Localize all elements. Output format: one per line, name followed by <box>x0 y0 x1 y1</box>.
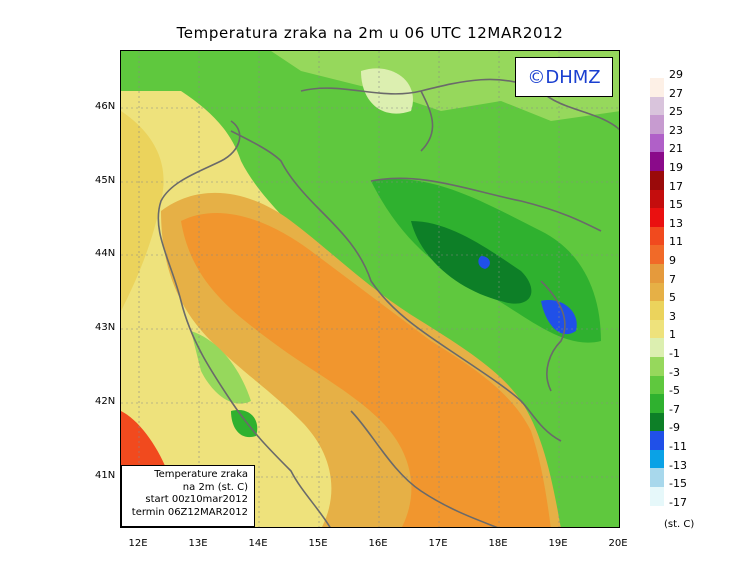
map-title: Temperatura zraka na 2m u 06 UTC 12MAR20… <box>176 24 564 42</box>
legend-swatch <box>650 468 664 488</box>
legend-label: 13 <box>669 216 683 230</box>
lat-label-44n: 44N <box>95 248 116 259</box>
legend-label: 17 <box>669 179 683 193</box>
legend-label: 5 <box>669 291 676 305</box>
legend-swatch <box>650 226 664 246</box>
legend-swatch <box>650 487 664 506</box>
legend-swatch <box>650 356 664 376</box>
legend-swatch <box>650 412 664 432</box>
info-line-1: Temperature zraka <box>154 469 248 480</box>
lon-label-13e: 13E <box>188 538 208 549</box>
legend-swatch <box>650 263 664 283</box>
lat-label-45n: 45N <box>95 175 116 186</box>
lon-label-16e: 16E <box>368 538 388 549</box>
legend-swatch <box>650 301 664 320</box>
legend-swatch <box>650 338 664 357</box>
info-line-4: termin 06Z12MAR2012 <box>131 506 248 518</box>
legend-label: 29 <box>669 68 683 81</box>
legend-swatch <box>650 282 664 302</box>
legend-swatch <box>650 189 664 209</box>
legend-swatch <box>650 245 664 264</box>
lon-label-20e: 20E <box>608 538 628 549</box>
info-line-2: na 2m (st. C) <box>182 481 248 493</box>
lon-label-19e: 19E <box>548 538 568 549</box>
temperature-map: ©DHMZ Temperature zraka na 2m (st. C) st… <box>120 50 620 528</box>
legend-swatch <box>650 394 664 413</box>
legend-label: 11 <box>669 235 683 249</box>
copyright-badge: ©DHMZ <box>515 57 613 97</box>
legend-label: 25 <box>669 105 683 119</box>
legend-label: -11 <box>669 440 687 453</box>
lat-label-42n: 42N <box>95 396 116 407</box>
legend-unit: (st. C) <box>664 519 695 530</box>
temperature-field <box>121 51 619 527</box>
lat-label-41n: 41N <box>95 470 116 481</box>
info-box: Temperature zraka na 2m (st. C) start 00… <box>121 465 255 527</box>
legend-label: -9 <box>669 421 680 435</box>
legend-label: -13 <box>669 458 687 472</box>
lon-label-12e: 12E <box>128 538 148 549</box>
legend-label: -15 <box>669 477 687 491</box>
legend-swatch <box>650 115 664 134</box>
legend-label: 27 <box>669 86 683 100</box>
legend-swatch <box>650 133 664 153</box>
legend-label: 7 <box>669 272 676 286</box>
lon-label-15e: 15E <box>308 538 328 549</box>
legend-label: 9 <box>669 254 676 267</box>
legend-swatch <box>650 431 664 450</box>
legend-swatch <box>650 96 664 116</box>
legend-swatch <box>650 78 664 97</box>
lat-label-43n: 43N <box>95 322 116 333</box>
lon-label-14e: 14E <box>248 538 268 549</box>
legend-label: 3 <box>669 309 676 323</box>
legend-swatch <box>650 449 664 469</box>
legend-label: -7 <box>669 402 680 416</box>
legend-swatch <box>650 319 664 339</box>
legend-label: 19 <box>669 161 683 174</box>
lon-label-17e: 17E <box>428 538 448 549</box>
legend-swatch <box>650 152 664 171</box>
legend-label: -5 <box>669 384 680 398</box>
legend-label: 15 <box>669 198 683 212</box>
legend-label: -3 <box>669 365 680 379</box>
info-line-3: start 00z10mar2012 <box>145 494 248 505</box>
legend-label: 21 <box>669 142 683 156</box>
color-legend <box>650 78 664 506</box>
legend-swatch <box>650 170 664 190</box>
legend-label: -1 <box>669 347 680 360</box>
legend-label: 23 <box>669 123 683 137</box>
legend-label: -17 <box>669 495 687 509</box>
legend-swatch <box>650 208 664 227</box>
legend-swatch <box>650 375 664 395</box>
lat-label-46n: 46N <box>95 101 116 112</box>
legend-label: 1 <box>669 328 676 342</box>
lon-label-18e: 18E <box>488 538 508 549</box>
